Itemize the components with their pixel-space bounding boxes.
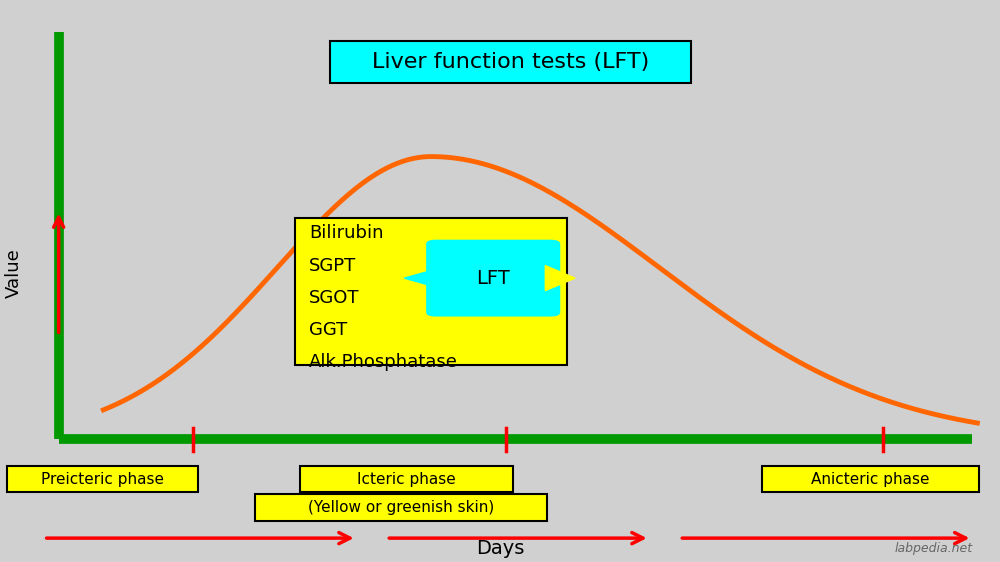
FancyBboxPatch shape [762,466,979,492]
FancyBboxPatch shape [7,466,198,492]
Text: Icteric phase: Icteric phase [357,472,456,487]
FancyBboxPatch shape [426,239,560,316]
Text: Bilirubin: Bilirubin [309,224,383,242]
Text: labpedia.net: labpedia.net [894,542,972,555]
FancyBboxPatch shape [295,218,567,365]
FancyBboxPatch shape [300,466,513,492]
Text: Liver function tests (LFT): Liver function tests (LFT) [372,52,649,72]
Text: Alk.Phosphatase: Alk.Phosphatase [309,353,458,371]
FancyBboxPatch shape [255,495,547,521]
Text: GGT: GGT [309,321,347,339]
Text: SGOT: SGOT [309,289,359,307]
Text: Anicteric phase: Anicteric phase [811,472,930,487]
Text: LFT: LFT [476,269,510,288]
Text: (Yellow or greenish skin): (Yellow or greenish skin) [308,500,494,515]
Polygon shape [404,268,441,288]
Text: Value: Value [5,248,23,298]
FancyBboxPatch shape [330,42,691,83]
Polygon shape [545,266,575,291]
Text: Days: Days [476,538,525,558]
Text: Preicteric phase: Preicteric phase [41,472,164,487]
Text: SGPT: SGPT [309,257,356,275]
